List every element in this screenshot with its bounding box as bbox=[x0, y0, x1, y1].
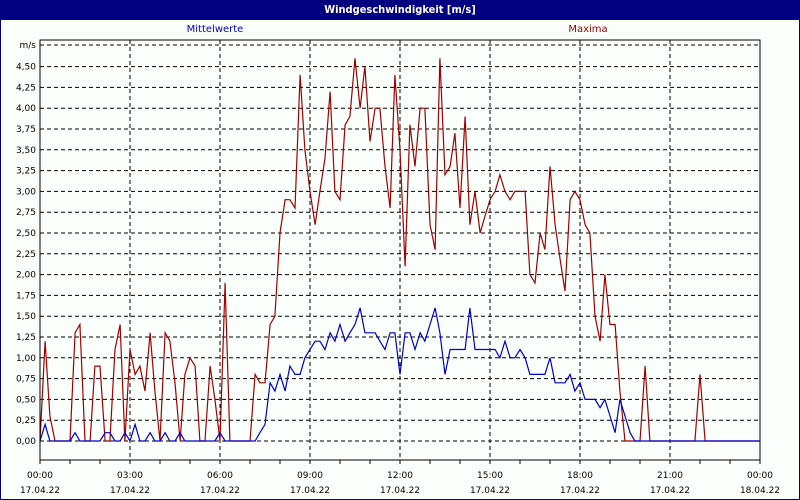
grid-lines bbox=[40, 40, 760, 460]
y-tick-label: 3,00 bbox=[16, 187, 36, 197]
y-tick-label: 4,25 bbox=[16, 83, 36, 93]
x-tick-time: 12:00 bbox=[387, 471, 413, 481]
y-tick-label: 3,50 bbox=[16, 146, 36, 156]
x-tick-date: 17.04.22 bbox=[290, 486, 330, 496]
y-tick-label: 1,75 bbox=[16, 291, 36, 301]
y-tick-label: 3,75 bbox=[16, 125, 36, 135]
plot-frame bbox=[39, 39, 761, 461]
y-tick-label: 4,00 bbox=[16, 104, 36, 114]
x-tick-date: 17.04.22 bbox=[380, 486, 420, 496]
legend-mean: Mittelwerte bbox=[186, 24, 244, 35]
y-tick-label: 0,25 bbox=[16, 416, 36, 426]
x-tick-date: 17.04.22 bbox=[110, 486, 150, 496]
chart-title: Windgeschwindigkeit [m/s] bbox=[0, 0, 800, 20]
y-tick-label: 3,25 bbox=[16, 167, 36, 177]
y-axis: m/s 0,00 0,25 0,50 0,75 1,00 1,25 1,50 1,75 2,00 2… bbox=[16, 41, 36, 447]
x-tick-time: 03:00 bbox=[117, 471, 143, 481]
x-tick-date: 18.04.22 bbox=[740, 486, 780, 496]
x-tick-time: 00:00 bbox=[27, 471, 53, 481]
x-tick-date: 17.04.22 bbox=[200, 486, 240, 496]
data-series bbox=[39, 58, 760, 443]
y-tick-label: 2,50 bbox=[16, 229, 36, 239]
x-tick-date: 17.04.22 bbox=[20, 486, 60, 496]
x-tick-time: 21:00 bbox=[657, 471, 683, 481]
y-tick-label: 0,75 bbox=[16, 375, 36, 385]
y-tick-label: 1,50 bbox=[16, 312, 36, 322]
x-tick-time: 15:00 bbox=[477, 471, 503, 481]
y-tick-label: 2,25 bbox=[16, 250, 36, 260]
y-tick-label: 0,50 bbox=[16, 395, 36, 405]
y-tick-label: 2,75 bbox=[16, 208, 36, 218]
x-tick-time: 06:00 bbox=[207, 471, 233, 481]
x-tick-date: 17.04.22 bbox=[650, 486, 690, 496]
y-unit-label: m/s bbox=[20, 41, 37, 51]
series-mittelwerte bbox=[39, 307, 760, 443]
x-tick-date: 17.04.22 bbox=[470, 486, 510, 496]
x-tick-time: 00:00 bbox=[747, 471, 773, 481]
x-tick-date: 17.04.22 bbox=[560, 486, 600, 496]
y-tick-label: 0,00 bbox=[16, 437, 36, 447]
legend-max: Maxima bbox=[568, 24, 608, 35]
y-tick-label: 2,00 bbox=[16, 271, 36, 281]
x-tick-time: 18:00 bbox=[567, 471, 593, 481]
y-tick-label: 1,00 bbox=[16, 354, 36, 364]
y-tick-label: 4,50 bbox=[16, 63, 36, 73]
x-tick-time: 09:00 bbox=[297, 471, 323, 481]
y-tick-label: 1,25 bbox=[16, 333, 36, 343]
x-axis: 00:00 17.04.22 03:00 17.04.22 06:00 17.04.22 0… bbox=[20, 460, 780, 496]
